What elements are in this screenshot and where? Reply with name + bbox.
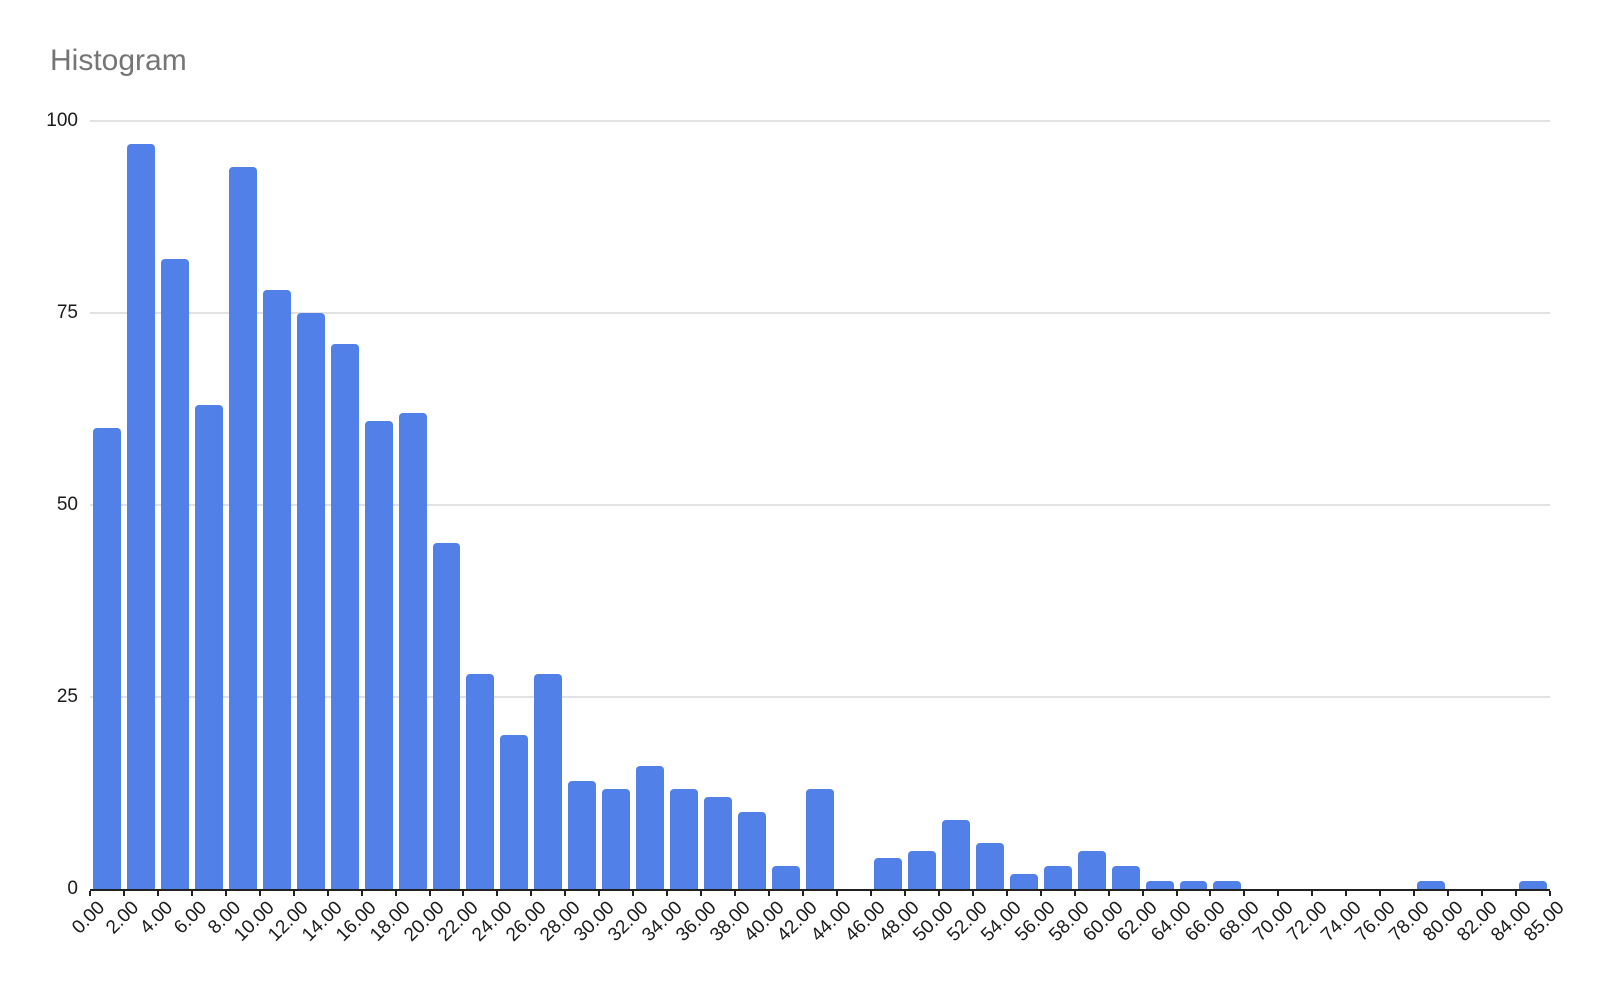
x-axis-tick-mark — [1277, 891, 1280, 896]
x-axis-tick-mark — [292, 891, 295, 896]
x-axis-tick-mark — [1005, 891, 1008, 896]
x-axis-tick-mark — [869, 891, 872, 896]
x-axis-tick-mark — [598, 891, 601, 896]
histogram-bar — [568, 781, 597, 889]
x-axis-tick-label: 4.00 — [136, 897, 178, 939]
x-axis-tick-mark — [1107, 891, 1110, 896]
histogram-bar — [1519, 881, 1547, 889]
x-axis-tick-mark — [360, 891, 363, 896]
histogram-bar — [670, 789, 699, 889]
x-axis-tick-mark — [394, 891, 397, 896]
x-axis-tick-mark — [462, 891, 465, 896]
histogram-bar — [806, 789, 834, 889]
histogram-bar — [873, 858, 902, 889]
gridline-y-25 — [90, 696, 1550, 698]
histogram-bar — [1417, 881, 1446, 889]
x-axis-tick-mark — [1311, 891, 1314, 896]
x-axis-tick-mark — [1141, 891, 1144, 896]
x-axis-tick-mark — [1379, 891, 1382, 896]
x-axis-tick-mark — [428, 891, 431, 896]
x-axis-tick-mark — [1447, 891, 1450, 896]
histogram-bar — [296, 313, 325, 889]
histogram-bar — [500, 735, 529, 889]
histogram-bar — [228, 167, 257, 889]
x-axis-tick-mark — [1209, 891, 1212, 896]
x-axis-tick-mark — [903, 891, 906, 896]
x-axis-tick-label: 6.00 — [170, 897, 212, 939]
x-axis-tick-mark — [1039, 891, 1042, 896]
y-axis-tick-label: 75 — [56, 302, 78, 323]
histogram-bar — [1145, 881, 1174, 889]
x-axis-tick-mark — [258, 891, 261, 896]
x-axis-tick-mark — [971, 891, 974, 896]
x-axis-tick-label: 0.00 — [68, 897, 110, 939]
y-axis-tick-label: 25 — [56, 686, 78, 707]
x-axis-tick-mark — [734, 891, 737, 896]
histogram-bar — [126, 144, 155, 889]
x-axis-tick-mark — [700, 891, 703, 896]
histogram-bar — [534, 673, 563, 889]
histogram-bar — [941, 819, 970, 889]
gridline-y-50 — [90, 504, 1550, 506]
histogram-bar — [432, 543, 461, 889]
histogram-bar — [636, 766, 665, 889]
histogram-bar — [1077, 850, 1106, 889]
x-axis-tick-mark — [1549, 891, 1551, 896]
histogram-bar — [466, 673, 495, 889]
x-axis-tick-mark — [768, 891, 771, 896]
x-axis-tick-mark — [496, 891, 499, 896]
histogram-bar — [1043, 865, 1072, 889]
gridline-y-100 — [90, 120, 1550, 122]
histogram-bar — [1009, 873, 1038, 889]
x-axis-tick-mark — [1413, 891, 1416, 896]
histogram-bar — [398, 412, 427, 889]
histogram-bar — [1111, 865, 1140, 889]
histogram-bar — [330, 343, 359, 889]
y-axis-tick-label: 50 — [56, 494, 78, 515]
x-axis-tick-mark — [1515, 891, 1518, 896]
histogram-bar — [975, 842, 1004, 889]
gridline-y-75 — [90, 312, 1550, 314]
y-axis-tick-label: 100 — [46, 110, 78, 131]
histogram-bar — [160, 259, 189, 889]
y-axis-tick-label: 0 — [67, 878, 78, 899]
x-axis-tick-mark — [1481, 891, 1484, 896]
histogram-bar — [907, 850, 936, 889]
x-axis-tick-mark — [564, 891, 567, 896]
x-axis-tick-mark — [1175, 891, 1178, 896]
x-axis-tick-mark — [666, 891, 669, 896]
histogram-bar — [262, 289, 291, 889]
histogram-bar — [93, 428, 121, 889]
x-axis-tick-mark — [802, 891, 805, 896]
x-axis-tick-mark — [1073, 891, 1076, 896]
histogram-bar — [364, 420, 393, 889]
x-axis-tick-mark — [632, 891, 635, 896]
x-axis-tick-mark — [190, 891, 193, 896]
x-axis-line — [90, 889, 1550, 891]
x-axis-tick-mark — [835, 891, 838, 896]
x-axis-tick-mark — [156, 891, 159, 896]
x-axis-tick-mark — [122, 891, 125, 896]
x-axis-tick-mark — [1345, 891, 1348, 896]
x-axis-tick-mark — [530, 891, 533, 896]
histogram-bar — [1179, 881, 1208, 889]
histogram-bar — [704, 796, 733, 889]
x-axis-tick-mark — [937, 891, 940, 896]
x-axis-tick-mark — [224, 891, 227, 896]
histogram-bar — [194, 405, 223, 889]
histogram-bar — [738, 812, 767, 889]
x-axis-tick-mark — [89, 891, 91, 896]
histogram-bar — [772, 865, 801, 889]
x-axis-tick-mark — [1243, 891, 1246, 896]
histogram-bar — [602, 789, 631, 889]
x-axis-tick-mark — [326, 891, 329, 896]
chart-title: Histogram — [50, 44, 187, 77]
x-axis-tick-label: 2.00 — [102, 897, 144, 939]
histogram-bar — [1213, 881, 1242, 889]
